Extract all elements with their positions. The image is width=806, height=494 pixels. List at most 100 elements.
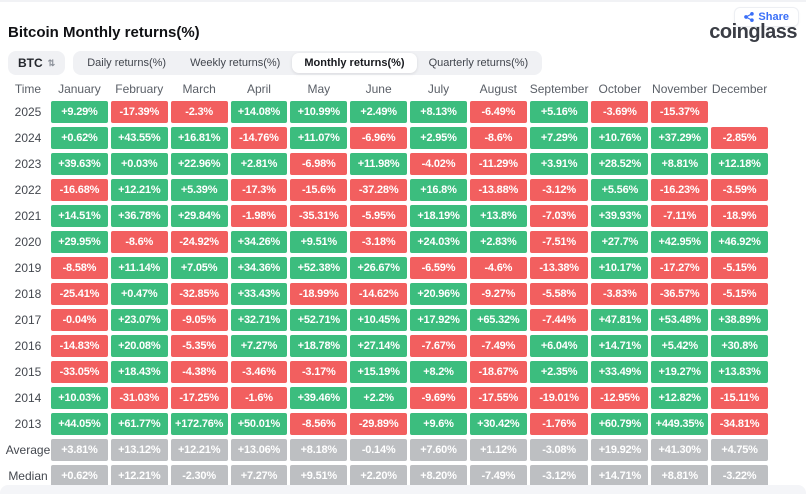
sort-arrows-icon: ⇅ bbox=[47, 57, 56, 68]
row-label: Average bbox=[5, 443, 51, 457]
return-cell: -24.92% bbox=[170, 231, 228, 253]
share-button[interactable]: Share bbox=[734, 7, 799, 27]
return-cell: -3.08% bbox=[529, 439, 589, 461]
row-label: 2015 bbox=[14, 365, 42, 379]
returns-grid: Time January February March April May June July… bbox=[5, 80, 768, 487]
return-cell: -37.28% bbox=[350, 179, 408, 201]
symbol-select[interactable]: BTC ⇅ bbox=[8, 51, 66, 75]
return-cell: +8.81% bbox=[651, 153, 709, 175]
share-label: Share bbox=[758, 11, 789, 23]
return-cell: -5.35% bbox=[170, 335, 228, 357]
return-cell: -8.6% bbox=[469, 127, 527, 149]
month-header: April bbox=[246, 81, 271, 96]
return-cell: +42.95% bbox=[651, 231, 709, 253]
return-cell: -7.03% bbox=[529, 205, 589, 227]
return-cell: +9.51% bbox=[290, 465, 348, 487]
return-cell: -17.39% bbox=[110, 101, 168, 123]
return-cell: -9.69% bbox=[410, 387, 467, 409]
return-cell: -17.3% bbox=[230, 179, 288, 201]
return-cell: +10.03% bbox=[51, 387, 108, 409]
return-cell: +13.06% bbox=[230, 439, 288, 461]
return-cell: +5.42% bbox=[651, 335, 709, 357]
return-cell: +29.84% bbox=[170, 205, 228, 227]
return-cell: +23.07% bbox=[110, 309, 168, 331]
return-cell: -17.27% bbox=[651, 257, 709, 279]
return-cell: +449.35% bbox=[651, 413, 709, 435]
return-cell: +52.71% bbox=[290, 309, 348, 331]
month-header: July bbox=[427, 81, 450, 96]
month-header: June bbox=[365, 81, 392, 96]
return-cell: -3.69% bbox=[591, 101, 649, 123]
return-cell: +8.13% bbox=[410, 101, 467, 123]
return-cell: -12.95% bbox=[591, 387, 649, 409]
return-cell: -15.37% bbox=[651, 101, 709, 123]
return-cell: +7.05% bbox=[170, 257, 228, 279]
return-cell: +2.81% bbox=[230, 153, 288, 175]
return-cell: -15.11% bbox=[711, 387, 768, 409]
month-header: August bbox=[479, 81, 517, 96]
return-cell: +38.89% bbox=[711, 309, 768, 331]
return-cell: +36.78% bbox=[110, 205, 168, 227]
row-label: 2016 bbox=[14, 339, 42, 353]
next-section-edge bbox=[0, 485, 806, 494]
return-cell: +3.81% bbox=[51, 439, 108, 461]
return-cell: +9.6% bbox=[410, 413, 467, 435]
return-cell: +29.95% bbox=[51, 231, 108, 253]
return-cell: +41.30% bbox=[651, 439, 709, 461]
tab-monthly[interactable]: Monthly returns(%) bbox=[292, 53, 417, 73]
return-cell: -2.3% bbox=[170, 101, 228, 123]
symbol-select-value: BTC bbox=[18, 56, 43, 70]
tab-weekly[interactable]: Weekly returns(%) bbox=[190, 57, 281, 69]
row-label: 2022 bbox=[14, 183, 42, 197]
return-cell: -0.04% bbox=[51, 309, 108, 331]
return-cell: -36.57% bbox=[651, 283, 709, 305]
return-cell: +13.12% bbox=[110, 439, 168, 461]
return-cell: +43.55% bbox=[110, 127, 168, 149]
return-cell: -2.30% bbox=[170, 465, 228, 487]
return-cell: -7.49% bbox=[469, 335, 527, 357]
return-cell: +12.82% bbox=[651, 387, 709, 409]
return-cell: +10.17% bbox=[591, 257, 649, 279]
coinglass-logo: coinglass bbox=[709, 21, 797, 43]
return-cell: -3.83% bbox=[591, 283, 649, 305]
row-label: Median bbox=[8, 469, 48, 483]
return-cell: -3.22% bbox=[711, 465, 768, 487]
return-cell: -5.95% bbox=[350, 205, 408, 227]
tab-daily[interactable]: Daily returns(%) bbox=[87, 57, 167, 69]
return-cell: +20.08% bbox=[110, 335, 168, 357]
return-cell: +0.62% bbox=[51, 127, 108, 149]
return-cell: -9.27% bbox=[469, 283, 527, 305]
return-cell: -32.85% bbox=[170, 283, 228, 305]
return-cell: +19.27% bbox=[651, 361, 709, 383]
return-cell: -14.76% bbox=[230, 127, 288, 149]
return-cell: +53.48% bbox=[651, 309, 709, 331]
return-cell: -5.15% bbox=[711, 283, 768, 305]
share-icon bbox=[744, 12, 755, 22]
tab-quarterly[interactable]: Quarterly returns(%) bbox=[428, 57, 529, 69]
return-cell: +11.98% bbox=[350, 153, 408, 175]
return-cell: +50.01% bbox=[230, 413, 288, 435]
return-cell: +22.96% bbox=[170, 153, 228, 175]
return-cell: +11.14% bbox=[110, 257, 168, 279]
return-cell: +14.51% bbox=[51, 205, 108, 227]
row-label: 2014 bbox=[14, 391, 42, 405]
return-cell: +6.04% bbox=[529, 335, 589, 357]
row-label: 2023 bbox=[14, 157, 42, 171]
return-cell: -3.18% bbox=[350, 231, 408, 253]
return-cell: -35.31% bbox=[290, 205, 348, 227]
return-cell: +7.60% bbox=[410, 439, 467, 461]
return-cell: -14.83% bbox=[51, 335, 108, 357]
row-label: 2021 bbox=[14, 209, 42, 223]
return-cell: -7.44% bbox=[529, 309, 589, 331]
return-cell: +7.27% bbox=[230, 465, 288, 487]
return-cell: +14.71% bbox=[591, 335, 649, 357]
return-cell: +46.92% bbox=[711, 231, 768, 253]
return-cell: +5.39% bbox=[170, 179, 228, 201]
row-label: 2024 bbox=[14, 131, 42, 145]
return-cell: -18.99% bbox=[290, 283, 348, 305]
return-cell: -18.67% bbox=[469, 361, 527, 383]
row-label: 2020 bbox=[14, 235, 42, 249]
return-cell: +52.38% bbox=[290, 257, 348, 279]
return-cell: -8.56% bbox=[290, 413, 348, 435]
